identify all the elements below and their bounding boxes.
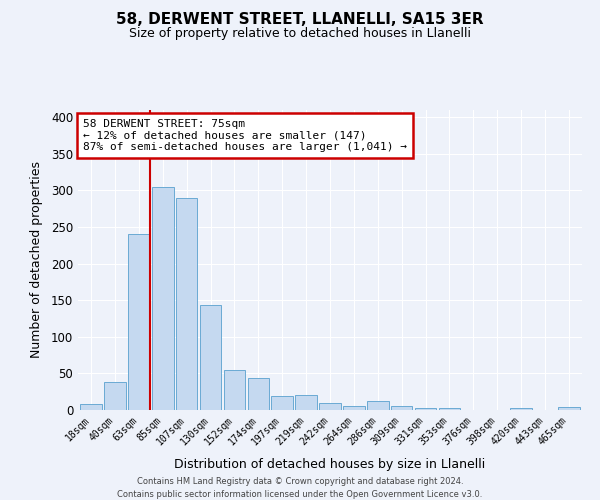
Bar <box>80 404 102 410</box>
Bar <box>319 404 341 410</box>
Text: Contains HM Land Registry data © Crown copyright and database right 2024.: Contains HM Land Registry data © Crown c… <box>137 478 463 486</box>
Bar <box>391 406 412 410</box>
Bar <box>415 408 436 410</box>
Bar <box>367 401 389 410</box>
Bar <box>295 396 317 410</box>
Bar <box>511 408 532 410</box>
Bar <box>248 378 269 410</box>
Text: Size of property relative to detached houses in Llanelli: Size of property relative to detached ho… <box>129 28 471 40</box>
Bar <box>558 407 580 410</box>
Bar <box>176 198 197 410</box>
Bar <box>104 382 126 410</box>
Bar <box>152 187 173 410</box>
Text: Contains public sector information licensed under the Open Government Licence v3: Contains public sector information licen… <box>118 490 482 499</box>
Bar <box>343 406 365 410</box>
Text: 58, DERWENT STREET, LLANELLI, SA15 3ER: 58, DERWENT STREET, LLANELLI, SA15 3ER <box>116 12 484 28</box>
Bar <box>200 306 221 410</box>
Bar <box>128 234 149 410</box>
Bar <box>439 408 460 410</box>
Text: 58 DERWENT STREET: 75sqm
← 12% of detached houses are smaller (147)
87% of semi-: 58 DERWENT STREET: 75sqm ← 12% of detach… <box>83 119 407 152</box>
X-axis label: Distribution of detached houses by size in Llanelli: Distribution of detached houses by size … <box>175 458 485 471</box>
Y-axis label: Number of detached properties: Number of detached properties <box>29 162 43 358</box>
Bar <box>271 396 293 410</box>
Bar <box>224 370 245 410</box>
